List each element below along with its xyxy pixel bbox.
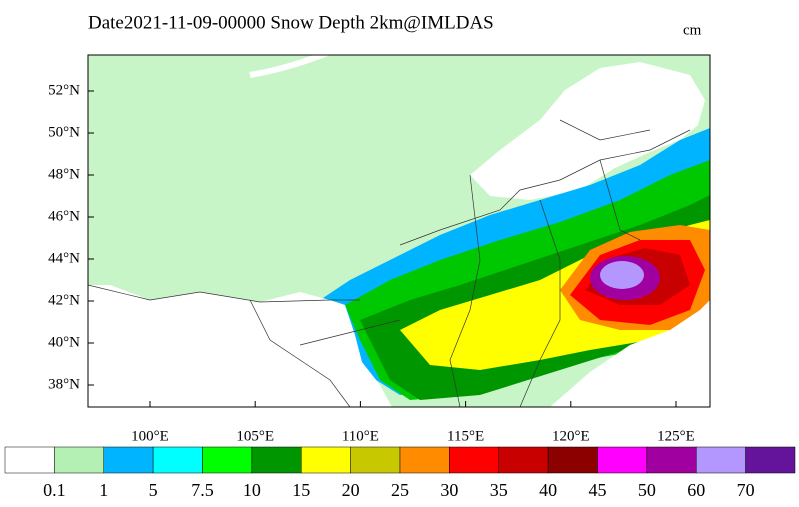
colorbar-label: 20 [342, 480, 360, 500]
lat-label: 50°N [48, 124, 80, 140]
unit-label: cm [683, 22, 702, 38]
colorbar-label: 10 [243, 480, 261, 500]
lat-label: 48°N [48, 166, 80, 182]
colorbar-box [597, 446, 648, 474]
colorbar-label: 0.1 [43, 480, 66, 500]
colorbar-box [103, 446, 154, 474]
colorbar-box [152, 446, 203, 474]
lon-label: 125°E [657, 428, 695, 444]
colorbar-box [745, 446, 796, 474]
province-border [87, 119, 691, 408]
map-area [87, 49, 711, 408]
colorbar-label: 7.5 [191, 480, 214, 500]
snow-free-area [550, 300, 710, 407]
lon-label: 115°E [447, 428, 484, 444]
axis-labels: 52°N 50°N 48°N 46°N 44°N 42°N 40°N 38°N 100°E 105… [48, 82, 695, 444]
colorbar-box [696, 446, 746, 474]
colorbar-label: 25 [391, 480, 409, 500]
colorbar-label: 70 [737, 480, 755, 500]
lon-label: 105°E [236, 428, 274, 444]
colorbar-box [547, 446, 598, 474]
colorbar-label: 30 [440, 480, 458, 500]
colorbar-label: 40 [539, 480, 557, 500]
colorbar-label: 60 [687, 480, 705, 500]
snow-band-70 [600, 261, 644, 289]
lat-label: 46°N [48, 208, 80, 224]
lon-label: 100°E [131, 428, 169, 444]
colorbar-box [399, 446, 450, 474]
map-frame [87, 54, 711, 408]
colorbar: 0.1 1 5 7.5 10 15 20 25 30 35 40 45 50 60 70 [4, 446, 796, 500]
colorbar-box [54, 446, 104, 474]
colorbar-box [350, 446, 401, 474]
map-title: Date2021-11-09-00000 Snow Depth 2km@IMLD… [88, 12, 494, 33]
colorbar-box [202, 446, 253, 474]
lon-label: 110°E [342, 428, 379, 444]
colorbar-label: 5 [149, 480, 158, 500]
colorbar-box [301, 446, 351, 474]
snow-free-area [470, 62, 705, 200]
lat-label: 38°N [48, 376, 80, 392]
lake [249, 49, 332, 78]
colorbar-box [251, 446, 302, 474]
lat-label: 52°N [48, 82, 80, 98]
lon-label: 120°E [552, 428, 590, 444]
colorbar-label: 45 [589, 480, 607, 500]
colorbar-label: 1 [99, 480, 108, 500]
snow-free-area [88, 285, 392, 407]
colorbar-label: 50 [638, 480, 656, 500]
lat-label: 42°N [48, 292, 80, 308]
colorbar-box [4, 446, 55, 474]
colorbar-box [646, 446, 697, 474]
lat-label: 44°N [48, 250, 80, 266]
lat-label: 40°N [48, 334, 80, 350]
colorbar-label: 15 [292, 480, 310, 500]
colorbar-box [498, 446, 549, 474]
colorbar-label: 35 [490, 480, 508, 500]
colorbar-box [449, 446, 499, 474]
